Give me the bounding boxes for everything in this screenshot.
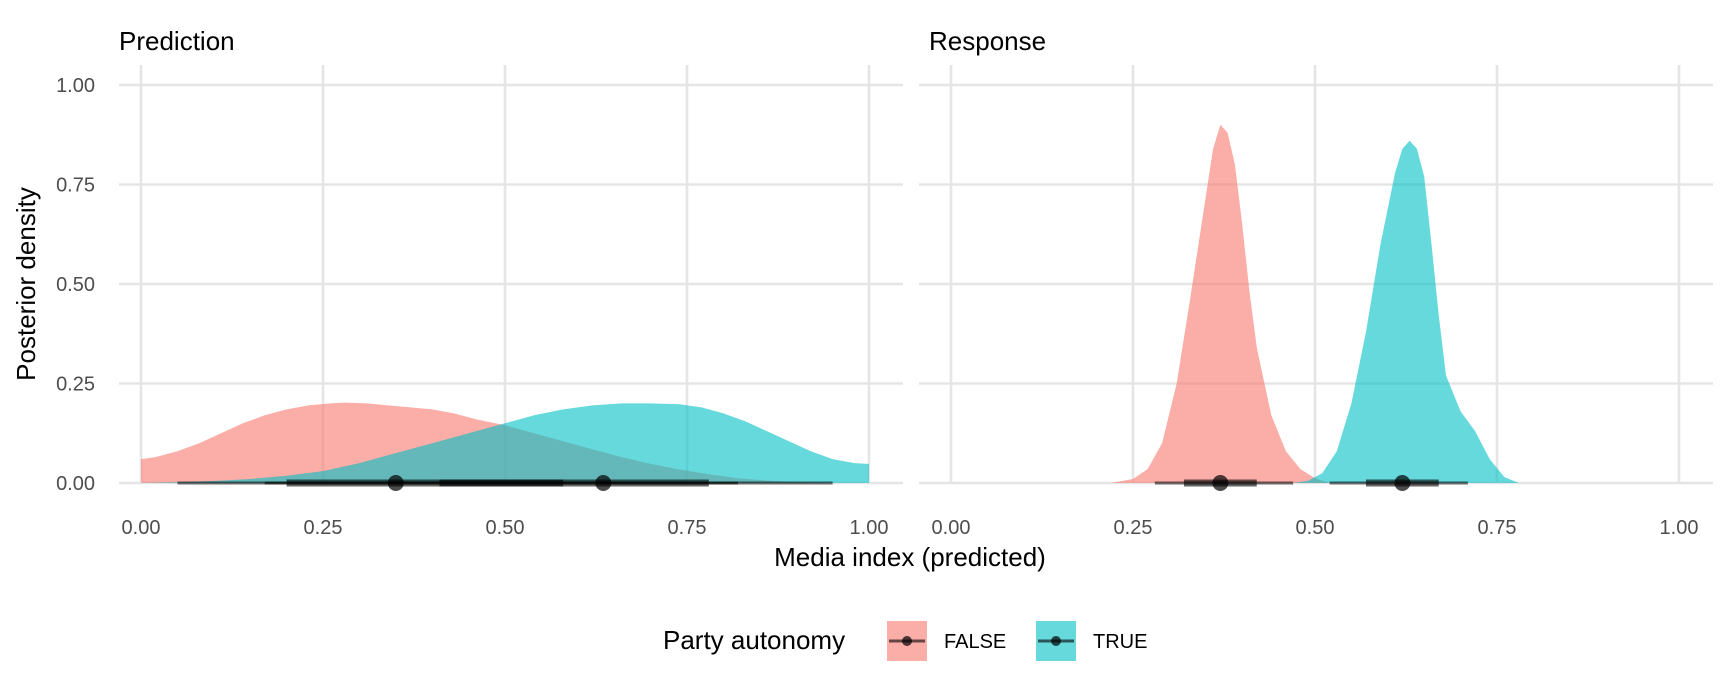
legend: Party autonomy FALSE TRUE [663,621,1147,661]
density-true [141,403,869,483]
panel-prediction: Prediction 0.00 0.25 0.50 0.75 1.00 [119,26,903,539]
x-tick-labels-response: 0.00 0.25 0.50 0.75 1.00 [932,517,1699,539]
legend-item-false: FALSE [887,621,1006,661]
x-axis-title: Media index (predicted) [774,542,1046,572]
panel-title-response: Response [929,26,1046,56]
x-tick-label-0: 0.00 [932,517,971,539]
x-tick-label-2: 0.50 [1296,517,1335,539]
grid-prediction [119,65,903,485]
y-tick-labels: 0.00 0.25 0.50 0.75 1.00 [56,75,95,495]
grid-response [919,65,1713,485]
y-tick-label-3: 0.75 [56,175,95,197]
panel-title-prediction: Prediction [119,26,235,56]
x-tick-labels-prediction: 0.00 0.25 0.50 0.75 1.00 [122,517,889,539]
y-tick-label-1: 0.25 [56,374,95,396]
y-tick-label-0: 0.00 [56,473,95,495]
legend-label-false: FALSE [944,631,1006,653]
legend-items: FALSE TRUE [887,621,1147,661]
y-tick-label-4: 1.00 [56,75,95,97]
density-true [1293,140,1519,483]
intervals-response [1154,475,1468,491]
legend-point-true [1051,636,1061,646]
x-tick-label-3: 0.75 [668,517,707,539]
legend-label-true: TRUE [1093,631,1147,653]
intervals-prediction [177,475,833,491]
legend-item-true: TRUE [1036,621,1147,661]
median-point-true [595,475,612,491]
median-point-false [1212,475,1229,491]
y-tick-label-2: 0.50 [56,274,95,296]
panel-response: Response 0.00 0.25 0.50 0.75 1.00 [919,26,1713,539]
x-tick-label-1: 0.25 [304,517,343,539]
legend-title: Party autonomy [663,625,845,655]
x-tick-label-1: 0.25 [1114,517,1153,539]
median-point-true [1394,475,1411,491]
densities-prediction [141,402,869,483]
x-tick-label-2: 0.50 [486,517,525,539]
x-tick-label-4: 1.00 [1660,517,1699,539]
densities-response [1111,124,1519,484]
x-tick-label-0: 0.00 [122,517,161,539]
y-axis-title: Posterior density [11,187,41,381]
density-false [1111,124,1330,484]
x-tick-label-4: 1.00 [850,517,889,539]
x-tick-label-3: 0.75 [1478,517,1517,539]
legend-point-false [902,636,912,646]
